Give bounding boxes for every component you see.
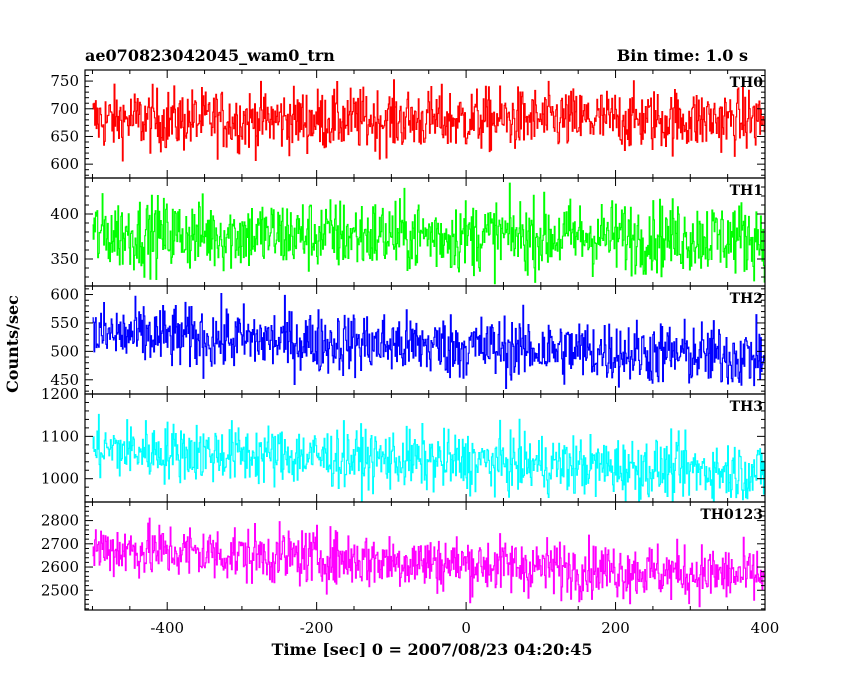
panel-name: TH1 xyxy=(730,183,763,199)
panel-frame xyxy=(84,501,766,611)
y-tick-label: 2600 xyxy=(41,558,79,576)
y-tick-label: 1200 xyxy=(41,385,79,403)
panel-th0123: 2500 2600 2700 2800 TH0123 xyxy=(41,501,766,611)
series-th3 xyxy=(92,413,765,502)
panel-th1: 350 400 TH1 xyxy=(50,177,766,287)
panel-th0: 600 650 700 750 TH0 xyxy=(50,69,766,179)
y-tick-label: 450 xyxy=(50,371,79,389)
y-axis-label: Counts/sec xyxy=(3,295,22,393)
x-axis-label: Time [sec] 0 = 2007/08/23 04:20:45 xyxy=(272,640,593,659)
y-tick-label: 600 xyxy=(50,155,79,173)
y-tick-label: 550 xyxy=(50,314,79,332)
series-th0 xyxy=(92,79,765,162)
y-tick-label: 750 xyxy=(50,72,79,90)
panel-name: TH0 xyxy=(730,75,764,91)
panel-name: TH3 xyxy=(730,399,763,415)
y-tick-label: 2800 xyxy=(41,512,79,530)
y-tick-label: 700 xyxy=(50,100,79,118)
x-tick-label: -400 xyxy=(150,619,184,637)
x-tick-label: 0 xyxy=(461,619,471,637)
y-tick-label: 2500 xyxy=(41,581,79,599)
y-tick-label: 600 xyxy=(50,286,79,304)
panel-th3: 1000 1100 1200 TH3 xyxy=(41,385,766,503)
y-tick-label: 500 xyxy=(50,342,79,360)
series-th1 xyxy=(92,182,765,285)
y-tick-label: 2700 xyxy=(41,535,79,553)
y-tick-label: 1100 xyxy=(41,427,79,445)
y-tick-label: 350 xyxy=(50,250,79,268)
chart-title: ae070823042045_wam0_trn xyxy=(85,46,335,65)
y-tick-label: 650 xyxy=(50,127,79,145)
x-tick-label: 400 xyxy=(751,619,780,637)
y-tick-label: 400 xyxy=(50,205,79,223)
bin-time-label: Bin time: 1.0 s xyxy=(617,46,748,65)
y-tick-label: 1000 xyxy=(41,470,79,488)
x-tick-label: -200 xyxy=(300,619,334,637)
panels-group: 600 650 700 750 TH0 350 400 TH1 450 500 550 600 TH2 1… xyxy=(41,69,780,637)
panel-th2: 450 500 550 600 TH2 xyxy=(50,285,766,395)
x-tick-label: 200 xyxy=(601,619,630,637)
panel-name: TH0123 xyxy=(700,507,763,523)
series-th0123 xyxy=(92,517,765,608)
panel-name: TH2 xyxy=(730,291,763,307)
series-th2 xyxy=(92,293,765,389)
